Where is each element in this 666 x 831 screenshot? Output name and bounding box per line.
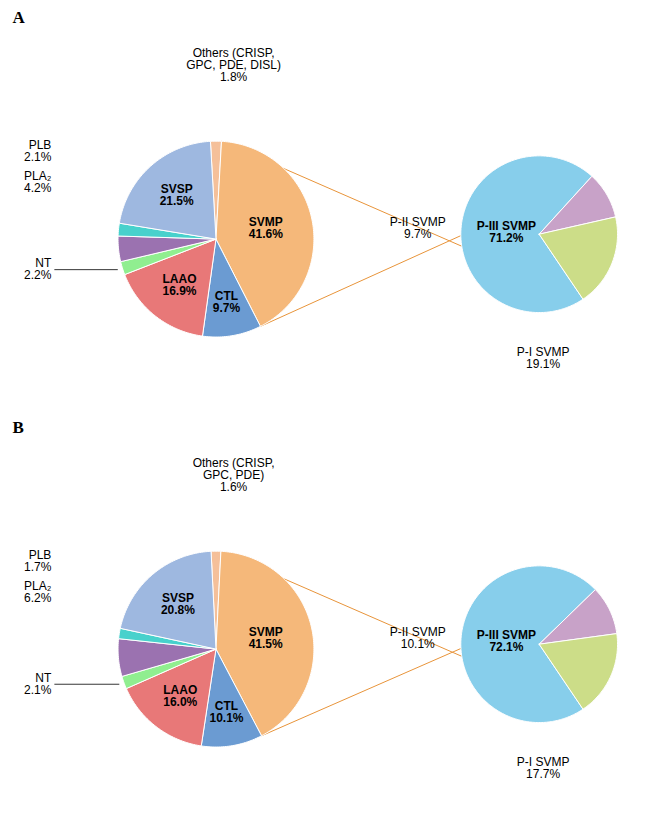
svg-text:P-III SVMP72.1%: P-III SVMP72.1% bbox=[477, 628, 536, 654]
svg-text:PLB2.1%: PLB2.1% bbox=[24, 138, 52, 164]
svg-text:SVSP20.8%: SVSP20.8% bbox=[161, 591, 195, 617]
svg-text:SVMP41.5%: SVMP41.5% bbox=[249, 625, 283, 651]
svg-text:CTL9.7%: CTL9.7% bbox=[213, 289, 241, 315]
svg-text:SVMP41.6%: SVMP41.6% bbox=[249, 215, 283, 241]
svg-text:PLA₂4.2%: PLA₂4.2% bbox=[24, 169, 52, 195]
svg-text:P-II SVMP10.1%: P-II SVMP10.1% bbox=[390, 625, 446, 651]
svg-text:PLA₂6.2%: PLA₂6.2% bbox=[24, 579, 52, 605]
svg-text:LAAO16.9%: LAAO16.9% bbox=[163, 272, 197, 298]
svg-text:P-I SVMP17.7%: P-I SVMP17.7% bbox=[517, 755, 570, 781]
svg-text:NT2.1%: NT2.1% bbox=[24, 671, 52, 697]
svg-text:A: A bbox=[13, 8, 26, 27]
svg-text:Others (CRISP,GPC, PDE)1.6%: Others (CRISP,GPC, PDE)1.6% bbox=[193, 456, 275, 494]
svg-text:P-III SVMP71.2%: P-III SVMP71.2% bbox=[477, 219, 536, 245]
svg-text:NT2.2%: NT2.2% bbox=[24, 256, 52, 282]
svg-text:PLB1.7%: PLB1.7% bbox=[24, 548, 52, 574]
svg-text:Others (CRISP,GPC, PDE, DISL)1: Others (CRISP,GPC, PDE, DISL)1.8% bbox=[186, 46, 281, 84]
svg-text:B: B bbox=[13, 418, 24, 437]
svg-text:P-II SVMP9.7%: P-II SVMP9.7% bbox=[390, 215, 446, 241]
svg-text:CTL10.1%: CTL10.1% bbox=[210, 699, 244, 725]
svg-text:SVSP21.5%: SVSP21.5% bbox=[160, 182, 194, 208]
svg-text:LAAO16.0%: LAAO16.0% bbox=[163, 683, 197, 709]
svg-text:P-I SVMP19.1%: P-I SVMP19.1% bbox=[517, 345, 570, 371]
